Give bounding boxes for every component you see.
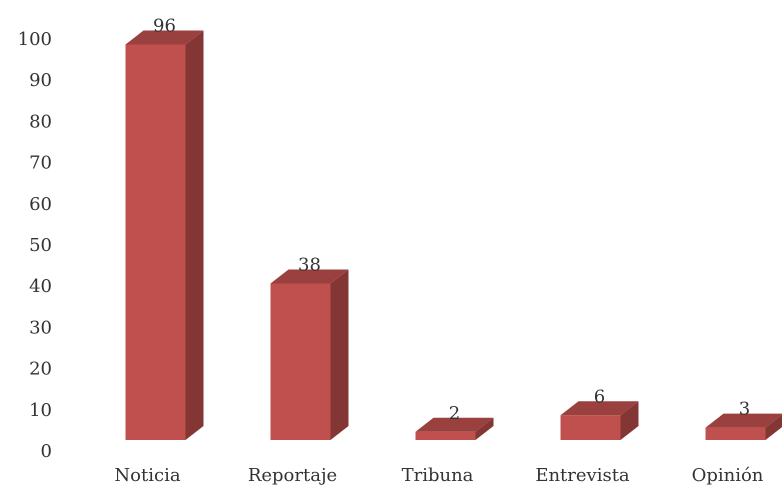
value-label: 2 (449, 403, 460, 424)
y-tick-label: 20 (29, 359, 52, 380)
bar-front (416, 432, 476, 440)
value-label: 38 (298, 254, 321, 275)
x-tick-label: Entrevista (535, 465, 630, 486)
x-tick-label: Opinión (692, 465, 764, 486)
x-tick-label: Noticia (114, 465, 180, 486)
y-tick-label: 40 (29, 276, 52, 297)
bar-front (271, 283, 331, 440)
bar-front (561, 415, 621, 440)
value-label: 6 (594, 386, 605, 407)
y-tick-label: 90 (29, 70, 52, 91)
bar (126, 30, 204, 440)
bar-front (126, 44, 186, 440)
y-tick-label: 100 (18, 29, 52, 50)
y-tick-label: 80 (29, 111, 52, 132)
y-tick-label: 60 (29, 194, 52, 215)
x-tick-label: Tribuna (402, 465, 474, 486)
y-tick-label: 70 (29, 153, 52, 174)
value-label: 3 (739, 399, 750, 420)
y-tick-label: 10 (29, 400, 52, 421)
y-tick-label: 50 (29, 235, 52, 256)
bar-side (186, 30, 204, 440)
y-tick-label: 0 (41, 441, 52, 462)
bar (271, 269, 349, 440)
x-tick-label: Reportaje (248, 465, 337, 486)
y-tick-label: 30 (29, 317, 52, 338)
value-label: 96 (153, 15, 176, 36)
bar-side (331, 269, 349, 440)
bar-front (706, 428, 766, 440)
